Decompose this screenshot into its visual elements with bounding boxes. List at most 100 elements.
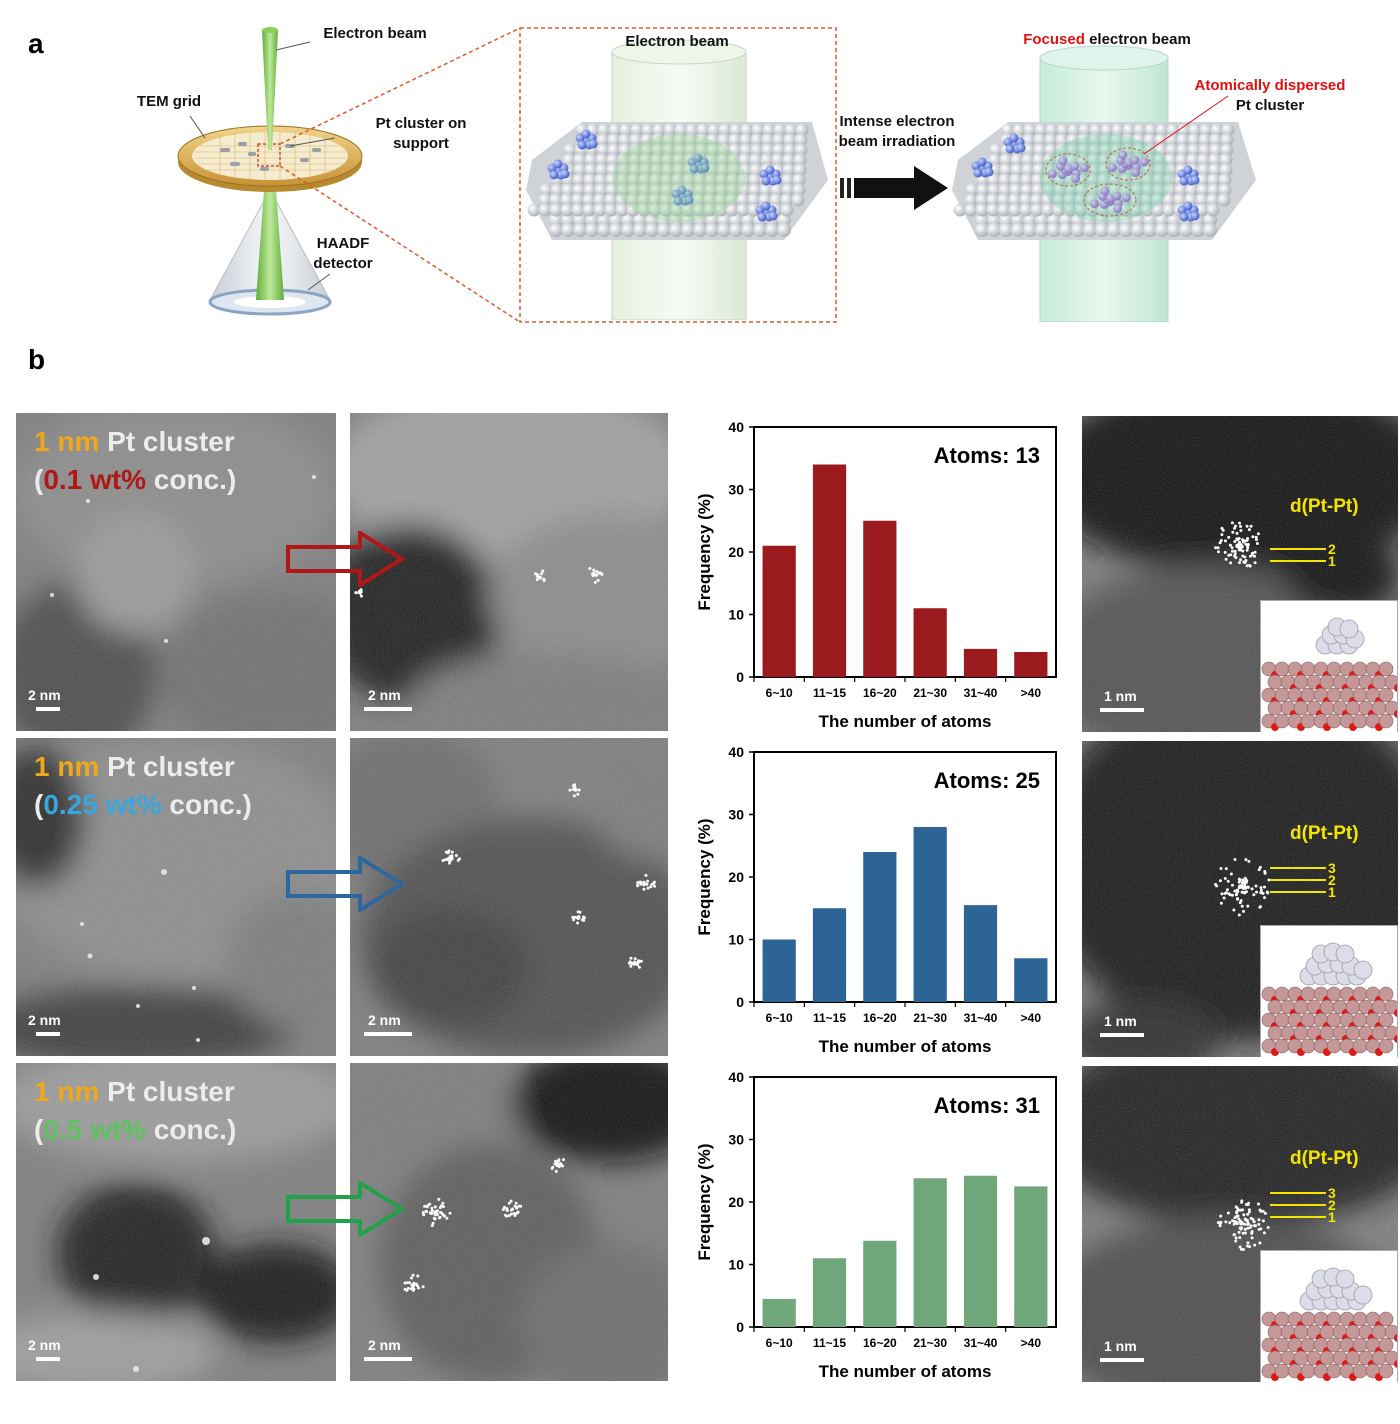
x-tick-label: 16~20 bbox=[863, 686, 897, 700]
bar bbox=[812, 1258, 847, 1327]
label-atom-dispersed-2: Pt cluster bbox=[1235, 97, 1305, 114]
x-tick-label: 11~15 bbox=[813, 1011, 846, 1025]
label-haadf: HAADF detector bbox=[313, 235, 373, 272]
layer-line bbox=[1270, 891, 1326, 893]
row-title: 1 nm Pt cluster (0.25 wt% conc.) bbox=[34, 748, 252, 824]
y-tick-label: 10 bbox=[728, 932, 744, 948]
y-tick-label: 40 bbox=[728, 744, 744, 760]
irradiation-arrow bbox=[840, 166, 948, 210]
x-tick-label: 31~40 bbox=[964, 1011, 998, 1025]
scale-label: 2 nm bbox=[28, 1337, 61, 1353]
tem-image-zoom: 2 nm bbox=[350, 738, 668, 1056]
zoom-lines bbox=[279, 27, 837, 323]
x-tick-label: 31~40 bbox=[964, 1336, 998, 1350]
bar bbox=[762, 939, 796, 1002]
scale-bar bbox=[364, 1357, 412, 1361]
atomic-model bbox=[1260, 600, 1398, 732]
title-suffix: Pt cluster bbox=[99, 1076, 235, 1107]
y-tick-label: 30 bbox=[728, 807, 744, 823]
panel-b-letter: b bbox=[28, 344, 46, 375]
tem-image-overview: 1 nm Pt cluster (0.5 wt% conc.) 2 nm bbox=[16, 1063, 336, 1381]
y-tick-label: 20 bbox=[728, 1194, 744, 1210]
y-axis-label: Frequency (%) bbox=[695, 1143, 714, 1260]
scale-bar bbox=[36, 1032, 60, 1036]
x-tick-label: 16~20 bbox=[863, 1011, 897, 1025]
conc-value: 0.25 wt% bbox=[43, 789, 162, 820]
conc-value: 0.1 wt% bbox=[43, 464, 147, 495]
support-before bbox=[526, 39, 828, 320]
scale-bar bbox=[1100, 1358, 1144, 1362]
y-tick-label: 40 bbox=[728, 419, 744, 435]
bar bbox=[1014, 1186, 1048, 1327]
x-tick-label: >40 bbox=[1021, 1011, 1042, 1025]
atomic-model bbox=[1260, 1250, 1398, 1382]
label-tem-grid: TEM grid bbox=[136, 93, 202, 110]
zoom-arrow bbox=[286, 529, 406, 592]
y-tick-label: 0 bbox=[736, 994, 744, 1010]
bar bbox=[963, 648, 998, 677]
histogram-chart: 0 10 20 30 40 6~10 11~15 16~20 21~30 31~40 >40 Atom… bbox=[686, 1063, 1066, 1389]
x-tick-label: 16~20 bbox=[863, 1336, 897, 1350]
y-tick-label: 10 bbox=[728, 1257, 744, 1273]
tem-schematic bbox=[177, 27, 363, 316]
d-pt-pt-label: d(Pt-Pt) bbox=[1290, 496, 1359, 517]
bar bbox=[762, 1298, 796, 1327]
bar bbox=[812, 908, 847, 1002]
chart-title: Atoms: 31 bbox=[934, 1093, 1040, 1118]
scale-bar bbox=[1100, 708, 1144, 712]
tem-image-zoom: 2 nm bbox=[350, 1063, 668, 1381]
panel-a-letter: a bbox=[28, 28, 44, 59]
histogram-chart: 0 10 20 30 40 6~10 11~15 16~20 21~30 31~40 >40 Atom… bbox=[686, 738, 1066, 1064]
layer-number: 1 bbox=[1328, 1209, 1336, 1225]
x-tick-label: 6~10 bbox=[766, 686, 793, 700]
layer-line bbox=[1270, 867, 1326, 869]
scale-label: 1 nm bbox=[1104, 1338, 1137, 1354]
chart-title: Atoms: 13 bbox=[934, 443, 1040, 468]
tem-image-overview: 1 nm Pt cluster (0.1 wt% conc.) 2 nm bbox=[16, 413, 336, 731]
conc-rest: conc.) bbox=[146, 1114, 237, 1145]
x-axis-label: The number of atoms bbox=[819, 712, 992, 731]
chart-title: Atoms: 25 bbox=[934, 768, 1040, 793]
y-tick-label: 40 bbox=[728, 1069, 744, 1085]
bar bbox=[863, 1240, 897, 1327]
zoom-arrow bbox=[286, 854, 406, 917]
x-tick-label: 6~10 bbox=[766, 1336, 793, 1350]
layer-line bbox=[1270, 1216, 1326, 1218]
focused-rest: electron beam bbox=[1084, 31, 1191, 48]
conc-open: ( bbox=[34, 464, 44, 495]
layer-number: 3 bbox=[1328, 860, 1336, 876]
bar bbox=[913, 1178, 947, 1327]
bar bbox=[1014, 652, 1048, 677]
scale-label: 1 nm bbox=[1104, 688, 1137, 704]
scale-bar bbox=[1100, 1033, 1144, 1037]
layer-line bbox=[1270, 548, 1326, 550]
layer-number: 2 bbox=[1328, 541, 1336, 557]
layer-number: 3 bbox=[1328, 1185, 1336, 1201]
tem-image-atomic: d(Pt-Pt) 2 1 1 nm bbox=[1082, 416, 1398, 732]
x-tick-label: >40 bbox=[1021, 686, 1042, 700]
scale-bar bbox=[364, 707, 412, 711]
d-pt-pt-label: d(Pt-Pt) bbox=[1290, 1148, 1359, 1169]
layer-line bbox=[1270, 879, 1326, 881]
title-prefix: 1 nm bbox=[34, 426, 100, 457]
layer-number: 1 bbox=[1328, 553, 1336, 569]
layer-line bbox=[1270, 1204, 1326, 1206]
row-title: 1 nm Pt cluster (0.5 wt% conc.) bbox=[34, 1073, 236, 1149]
x-tick-label: 11~15 bbox=[813, 686, 846, 700]
x-axis-label: The number of atoms bbox=[819, 1037, 992, 1056]
label-focused-beam: Focused electron beam bbox=[1002, 30, 1212, 50]
tem-image-atomic: d(Pt-Pt) 3 2 1 1 nm bbox=[1082, 1066, 1398, 1382]
x-tick-label: 21~30 bbox=[913, 686, 947, 700]
y-tick-label: 30 bbox=[728, 1132, 744, 1148]
y-tick-label: 20 bbox=[728, 869, 744, 885]
scale-label: 1 nm bbox=[1104, 1013, 1137, 1029]
focused-word: Focused bbox=[1023, 31, 1085, 48]
label-electron-beam-left: Electron beam bbox=[323, 25, 427, 42]
x-tick-label: 21~30 bbox=[913, 1011, 947, 1025]
layer-number: 2 bbox=[1328, 872, 1336, 888]
conc-open: ( bbox=[34, 789, 44, 820]
scale-bar bbox=[36, 707, 60, 711]
x-axis-label: The number of atoms bbox=[819, 1362, 992, 1381]
y-tick-label: 10 bbox=[728, 607, 744, 623]
bar bbox=[913, 608, 947, 677]
